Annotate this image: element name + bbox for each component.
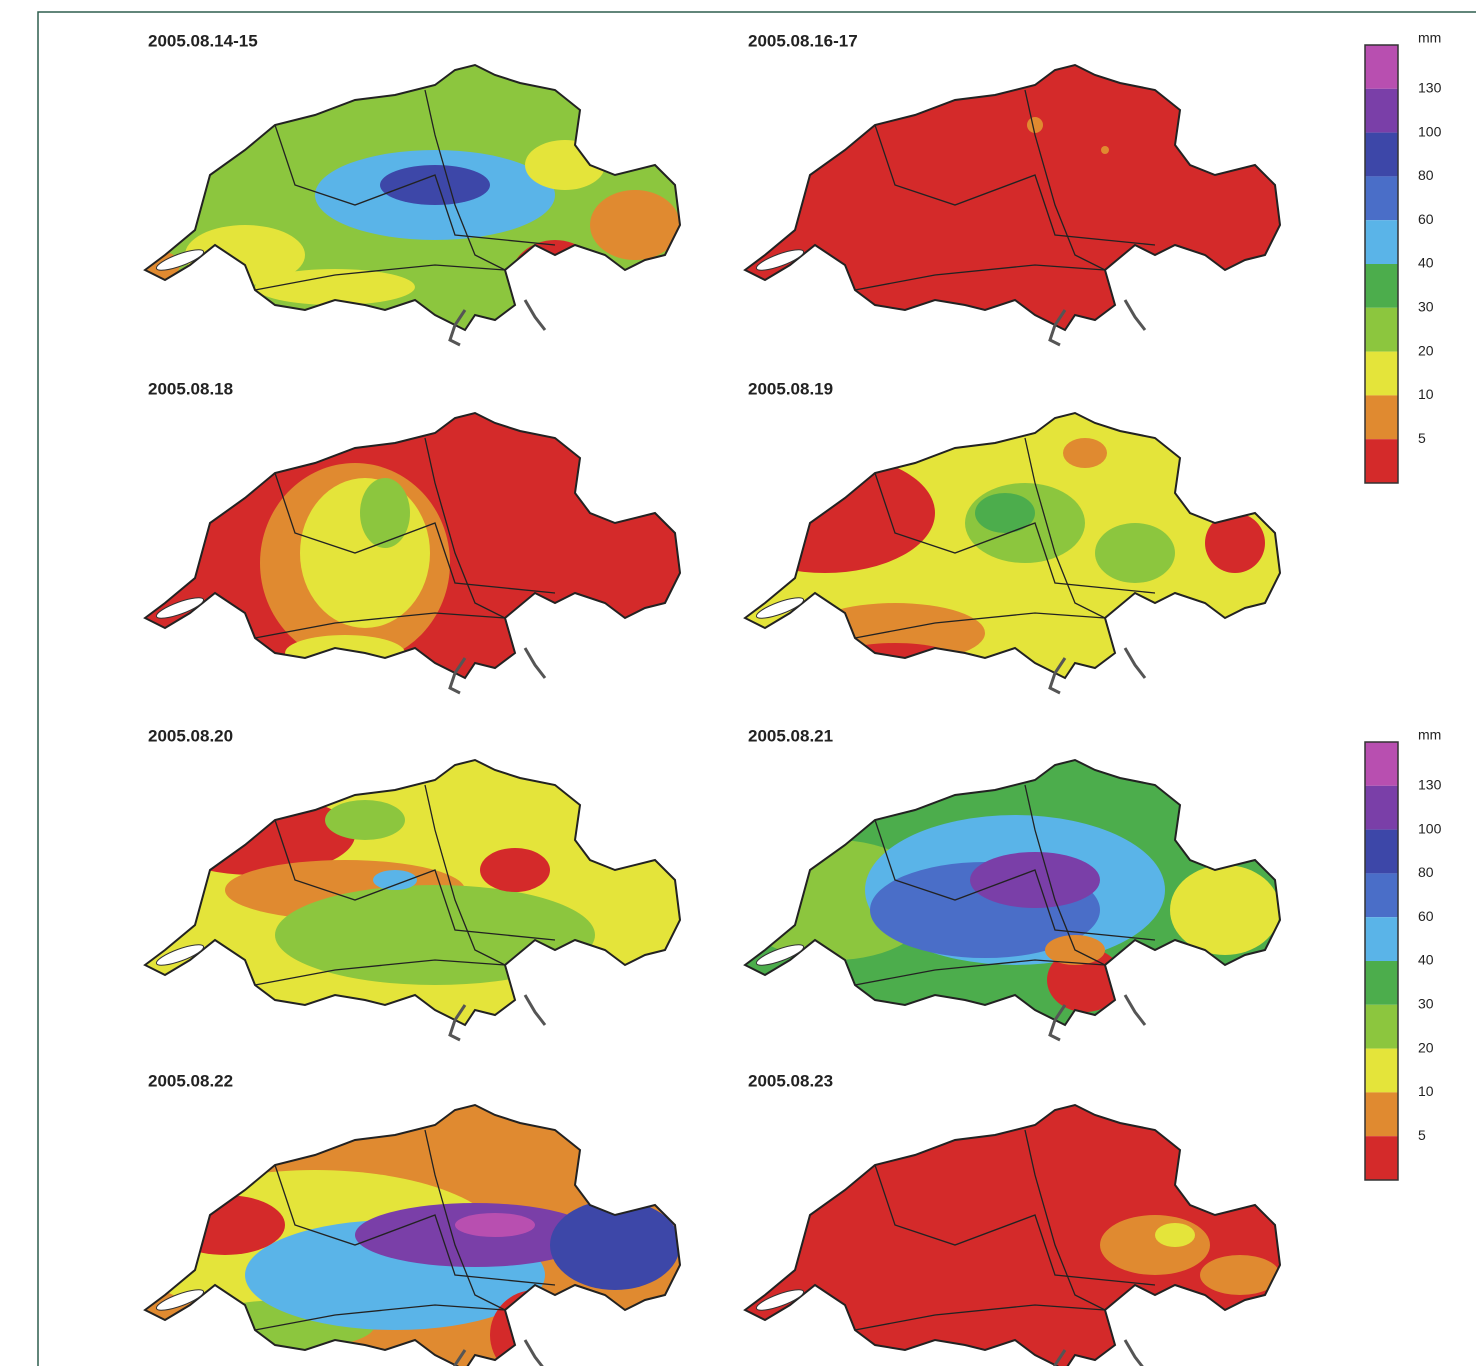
colorbar-label: 5 [1418, 1127, 1426, 1143]
map-fill [135, 750, 695, 1040]
panel-title: 2005.08.18 [148, 379, 233, 398]
rain-area [1063, 438, 1107, 468]
colorbar-label: 30 [1418, 996, 1434, 1012]
colorbar-unit: mm [1418, 30, 1441, 46]
panel-title: 2005.08.19 [748, 379, 833, 398]
precipitation-map [135, 750, 695, 1040]
rain-area [1101, 146, 1109, 154]
colorbar-bin [1365, 830, 1398, 874]
panel-title: 2005.08.23 [748, 1071, 833, 1090]
rain-area [480, 848, 550, 892]
map-fill [735, 750, 1295, 1040]
rain-area [550, 1200, 680, 1290]
map-fill [715, 403, 1295, 693]
rain-area [1100, 1215, 1210, 1275]
colorbar-bin [1365, 1005, 1398, 1049]
map-fill [735, 1095, 1295, 1366]
rain-area [1155, 1223, 1195, 1247]
map-fill [735, 55, 1295, 345]
colorbar-bin [1365, 786, 1398, 830]
colorbar-bin [1365, 439, 1398, 483]
colorbar-label: 130 [1418, 80, 1442, 96]
lake [525, 648, 545, 678]
colorbar-bin [1365, 917, 1398, 961]
colorbar-bin [1365, 220, 1398, 264]
rain-area [1027, 117, 1043, 133]
colorbar-bin [1365, 176, 1398, 220]
colorbar-label: 40 [1418, 255, 1434, 271]
figure: 2005.08.14-15 2005.08.16-17 2005.08.18 2005… [0, 0, 1476, 1366]
rain-area [275, 885, 595, 985]
colorbar-bin [1365, 352, 1398, 396]
colorbar-bin [1365, 133, 1398, 177]
rain-area [360, 478, 410, 548]
colorbar-label: 100 [1418, 820, 1442, 836]
colorbar-label: 20 [1418, 1039, 1434, 1055]
colorbar: mm 130 100 80 60 40 30 20 10 5 [1365, 30, 1442, 483]
lake [1125, 995, 1145, 1025]
lake [1125, 1340, 1145, 1366]
colorbar-label: 10 [1418, 1083, 1434, 1099]
rain-area [1095, 523, 1175, 583]
colorbar-bin [1365, 89, 1398, 133]
colorbar-bin [1365, 395, 1398, 439]
lake [525, 995, 545, 1025]
rain-area [970, 852, 1100, 908]
colorbar-bin [1365, 1092, 1398, 1136]
lake [1125, 648, 1145, 678]
panel-title: 2005.08.22 [148, 1071, 233, 1090]
rain-area [285, 635, 405, 671]
rain-area [373, 870, 417, 890]
precipitation-map [135, 403, 695, 693]
precipitation-map [735, 55, 1295, 345]
panel-title: 2005.08.21 [748, 726, 833, 745]
colorbar-label: 80 [1418, 864, 1434, 880]
precipitation-map [715, 403, 1295, 693]
colorbar-bin [1365, 1136, 1398, 1180]
rain-area [380, 165, 490, 205]
colorbar-label: 80 [1418, 167, 1434, 183]
colorbar-label: 60 [1418, 211, 1434, 227]
rain-area [1170, 865, 1280, 955]
colorbar-label: 20 [1418, 342, 1434, 358]
colorbar-bin [1365, 308, 1398, 352]
rain-area [455, 1213, 535, 1237]
lake [1125, 300, 1145, 330]
colorbar: mm 130 100 80 60 40 30 20 10 5 [1365, 727, 1442, 1180]
colorbar-bin [1365, 264, 1398, 308]
colorbar-unit: mm [1418, 727, 1441, 743]
panel-title: 2005.08.20 [148, 726, 233, 745]
precipitation-map [735, 750, 1295, 1040]
rain-area [525, 140, 605, 190]
colorbar-bin [1365, 1049, 1398, 1093]
panel-title: 2005.08.16-17 [748, 31, 858, 50]
colorbar-label: 40 [1418, 952, 1434, 968]
lake [525, 300, 545, 330]
map-fill [135, 403, 695, 693]
colorbar-bin [1365, 45, 1398, 89]
colorbar-bin [1365, 873, 1398, 917]
colorbar-label: 60 [1418, 908, 1434, 924]
rain-area [590, 190, 680, 260]
precipitation-map [735, 1095, 1295, 1366]
colorbar-label: 100 [1418, 123, 1442, 139]
colorbar-label: 130 [1418, 777, 1442, 793]
colorbar-label: 30 [1418, 299, 1434, 315]
map-base [735, 1095, 1295, 1366]
map-fill [125, 1095, 695, 1366]
rain-area [325, 800, 405, 840]
colorbar-label: 5 [1418, 430, 1426, 446]
precipitation-map [130, 55, 695, 345]
colorbar-label: 10 [1418, 386, 1434, 402]
precipitation-map [125, 1095, 695, 1366]
map-base [735, 55, 1295, 345]
panel-title: 2005.08.14-15 [148, 31, 258, 50]
colorbar-bin [1365, 742, 1398, 786]
colorbar-bin [1365, 961, 1398, 1005]
rain-area [510, 240, 600, 320]
lake [525, 1340, 545, 1366]
